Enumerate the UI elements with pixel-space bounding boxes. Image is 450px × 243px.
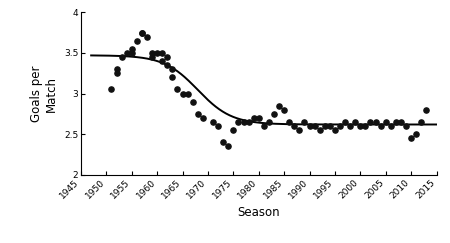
Point — [159, 59, 166, 63]
Point — [123, 51, 130, 55]
Point — [159, 51, 166, 55]
Point — [342, 120, 349, 124]
Point — [362, 124, 369, 128]
Point — [270, 112, 278, 116]
Point — [311, 124, 318, 128]
Point — [316, 128, 323, 132]
Point — [418, 120, 425, 124]
Point — [138, 31, 145, 35]
Point — [291, 124, 298, 128]
Point — [250, 116, 257, 120]
Point — [184, 92, 191, 95]
Point — [397, 120, 405, 124]
Point — [346, 124, 354, 128]
Point — [402, 124, 410, 128]
Point — [118, 55, 125, 59]
Point — [194, 112, 202, 116]
X-axis label: Season: Season — [238, 206, 280, 219]
Point — [275, 104, 283, 108]
Y-axis label: Goals per
Match: Goals per Match — [30, 65, 58, 122]
Point — [321, 124, 328, 128]
Point — [306, 124, 313, 128]
Point — [235, 120, 242, 124]
Point — [128, 47, 135, 51]
Point — [377, 124, 384, 128]
Point — [128, 51, 135, 55]
Point — [215, 124, 222, 128]
Point — [296, 128, 303, 132]
Point — [113, 71, 120, 75]
Point — [301, 120, 308, 124]
Point — [148, 55, 156, 59]
Point — [337, 124, 344, 128]
Point — [164, 63, 171, 67]
Point — [148, 51, 156, 55]
Point — [230, 128, 237, 132]
Point — [164, 55, 171, 59]
Point — [209, 120, 216, 124]
Point — [387, 124, 394, 128]
Point — [189, 100, 196, 104]
Point — [138, 31, 145, 35]
Point — [286, 120, 293, 124]
Point — [372, 120, 379, 124]
Point — [153, 51, 161, 55]
Point — [199, 116, 207, 120]
Point — [169, 75, 176, 79]
Point — [133, 39, 140, 43]
Point — [408, 136, 415, 140]
Point — [357, 124, 364, 128]
Point — [113, 67, 120, 71]
Point — [174, 87, 181, 91]
Point — [169, 67, 176, 71]
Point — [240, 120, 247, 124]
Point — [367, 120, 374, 124]
Point — [225, 145, 232, 148]
Point — [245, 120, 252, 124]
Point — [392, 120, 400, 124]
Point — [220, 140, 227, 144]
Point — [260, 124, 267, 128]
Point — [280, 108, 288, 112]
Point — [108, 87, 115, 91]
Point — [423, 108, 430, 112]
Point — [179, 92, 186, 95]
Point — [255, 116, 262, 120]
Point — [351, 120, 359, 124]
Point — [266, 120, 273, 124]
Point — [326, 124, 333, 128]
Point — [144, 35, 151, 38]
Point — [331, 128, 338, 132]
Point — [382, 120, 389, 124]
Point — [413, 132, 420, 136]
